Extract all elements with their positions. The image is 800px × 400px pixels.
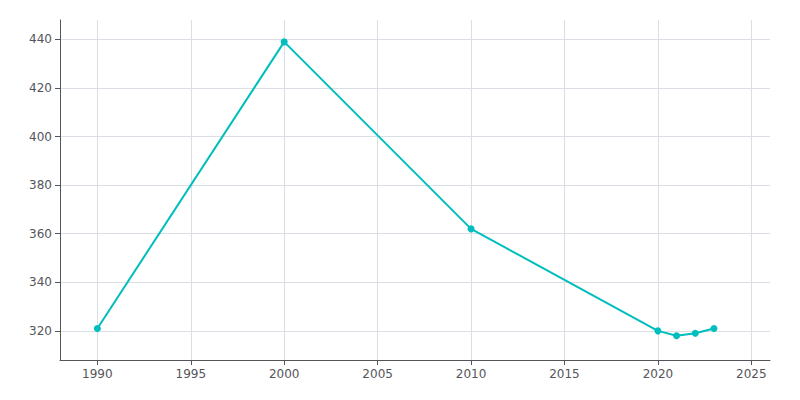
svg-text:360: 360 [29, 227, 52, 241]
svg-text:420: 420 [29, 81, 52, 95]
svg-text:440: 440 [29, 32, 52, 46]
svg-text:400: 400 [29, 130, 52, 144]
svg-text:1990: 1990 [82, 367, 113, 381]
svg-text:2020: 2020 [643, 367, 674, 381]
svg-text:1995: 1995 [176, 367, 207, 381]
svg-text:2015: 2015 [549, 367, 580, 381]
svg-text:320: 320 [29, 324, 52, 338]
svg-text:2005: 2005 [362, 367, 393, 381]
svg-text:340: 340 [29, 275, 52, 289]
svg-text:380: 380 [29, 178, 52, 192]
svg-text:2025: 2025 [736, 367, 767, 381]
svg-text:2010: 2010 [456, 367, 487, 381]
svg-text:2000: 2000 [269, 367, 300, 381]
